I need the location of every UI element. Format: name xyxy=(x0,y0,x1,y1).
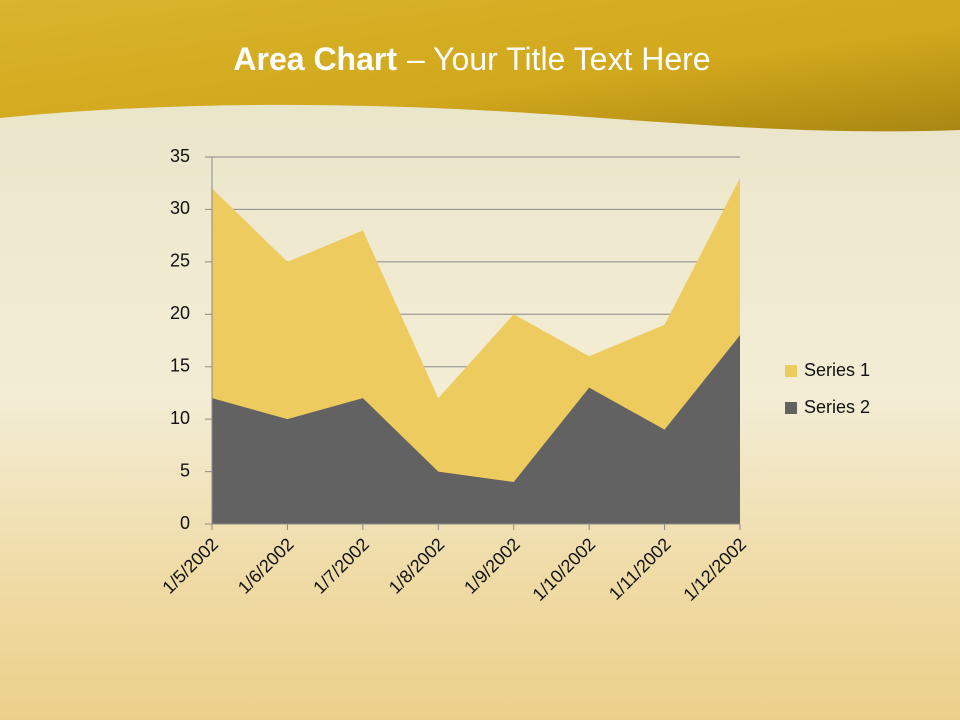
y-tick-label: 0 xyxy=(180,513,190,533)
legend-label: Series 1 xyxy=(804,360,870,380)
header-band xyxy=(0,0,960,132)
area xyxy=(212,335,740,524)
y-tick-label: 20 xyxy=(170,303,190,323)
slide-title: Area Chart – Your Title Text Here xyxy=(233,41,710,77)
y-tick-label: 5 xyxy=(180,460,190,480)
legend-swatch xyxy=(785,365,797,377)
y-tick-label: 35 xyxy=(170,146,190,166)
title-rest: – Your Title Text Here xyxy=(407,41,711,77)
y-tick-label: 15 xyxy=(170,355,190,375)
legend-swatch xyxy=(785,402,797,414)
y-tick-label: 10 xyxy=(170,408,190,428)
title-bold: Area Chart xyxy=(233,41,397,77)
legend-label: Series 2 xyxy=(804,397,870,417)
y-tick-label: 30 xyxy=(170,198,190,218)
y-tick-label: 25 xyxy=(170,251,190,271)
